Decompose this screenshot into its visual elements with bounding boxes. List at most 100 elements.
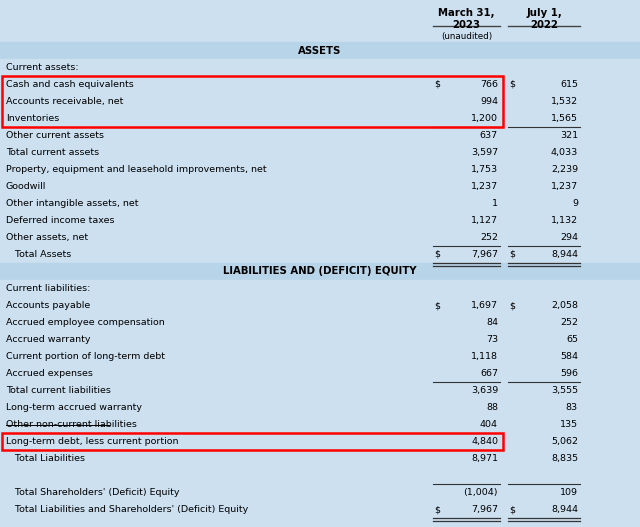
Text: 2023: 2023 <box>452 20 481 30</box>
Text: 9: 9 <box>572 199 578 208</box>
Bar <box>2 433 503 450</box>
Text: 84: 84 <box>486 318 498 327</box>
Text: 4,033: 4,033 <box>551 148 578 157</box>
Bar <box>0 348 640 365</box>
Text: 321: 321 <box>560 131 578 140</box>
Bar <box>0 416 640 433</box>
Text: $: $ <box>434 505 440 514</box>
Text: Total Liabilities: Total Liabilities <box>6 454 85 463</box>
Text: Total current liabilities: Total current liabilities <box>6 386 111 395</box>
Text: Total Liabilities and Shareholders' (Deficit) Equity: Total Liabilities and Shareholders' (Def… <box>6 505 248 514</box>
Bar <box>2 76 503 127</box>
Text: 1,697: 1,697 <box>471 301 498 310</box>
Text: Total Assets: Total Assets <box>6 250 71 259</box>
Bar <box>0 433 640 450</box>
Text: Current portion of long-term debt: Current portion of long-term debt <box>6 352 165 361</box>
Text: Current liabilities:: Current liabilities: <box>6 284 90 293</box>
Text: 8,971: 8,971 <box>471 454 498 463</box>
Text: 1: 1 <box>492 199 498 208</box>
Text: 637: 637 <box>480 131 498 140</box>
Text: Deferred income taxes: Deferred income taxes <box>6 216 115 225</box>
Text: Other non-current liabilities: Other non-current liabilities <box>6 420 137 429</box>
Text: Accounts payable: Accounts payable <box>6 301 90 310</box>
Text: (unaudited): (unaudited) <box>441 32 492 41</box>
Text: Accrued expenses: Accrued expenses <box>6 369 93 378</box>
Text: 73: 73 <box>486 335 498 344</box>
Text: Accrued warranty: Accrued warranty <box>6 335 90 344</box>
Text: 4,840: 4,840 <box>471 437 498 446</box>
Text: 404: 404 <box>480 420 498 429</box>
Text: 252: 252 <box>480 233 498 242</box>
Text: LIABILITIES AND (DEFICIT) EQUITY: LIABILITIES AND (DEFICIT) EQUITY <box>223 267 417 277</box>
Bar <box>0 263 640 280</box>
Text: 2022: 2022 <box>530 20 558 30</box>
Text: 766: 766 <box>480 80 498 89</box>
Bar <box>0 501 640 518</box>
Text: 1,200: 1,200 <box>471 114 498 123</box>
Text: 2,058: 2,058 <box>551 301 578 310</box>
Text: 1,565: 1,565 <box>551 114 578 123</box>
Text: 1,118: 1,118 <box>471 352 498 361</box>
Text: 596: 596 <box>560 369 578 378</box>
Text: Property, equipment and leasehold improvements, net: Property, equipment and leasehold improv… <box>6 165 267 174</box>
Text: $: $ <box>434 80 440 89</box>
Text: July 1,: July 1, <box>526 8 562 18</box>
Bar <box>0 399 640 416</box>
Text: $: $ <box>434 301 440 310</box>
Bar <box>0 144 640 161</box>
Text: Accounts receivable, net: Accounts receivable, net <box>6 97 124 106</box>
Text: 5,062: 5,062 <box>551 437 578 446</box>
Text: 83: 83 <box>566 403 578 412</box>
Text: Long-term accrued warranty: Long-term accrued warranty <box>6 403 142 412</box>
Bar <box>0 178 640 195</box>
Bar <box>0 42 640 59</box>
Bar <box>0 229 640 246</box>
Bar <box>0 450 640 467</box>
Bar <box>0 195 640 212</box>
Text: 1,132: 1,132 <box>551 216 578 225</box>
Text: Inventories: Inventories <box>6 114 60 123</box>
Bar <box>0 467 640 484</box>
Text: Cash and cash equivalents: Cash and cash equivalents <box>6 80 134 89</box>
Bar <box>0 365 640 382</box>
Text: 8,835: 8,835 <box>551 454 578 463</box>
Text: $: $ <box>509 250 515 259</box>
Text: 1,237: 1,237 <box>551 182 578 191</box>
Bar <box>0 76 640 93</box>
Text: ASSETS: ASSETS <box>298 45 342 55</box>
Bar <box>0 212 640 229</box>
Text: 8,944: 8,944 <box>551 250 578 259</box>
Text: 294: 294 <box>560 233 578 242</box>
Text: 584: 584 <box>560 352 578 361</box>
Text: 252: 252 <box>560 318 578 327</box>
Text: 667: 667 <box>480 369 498 378</box>
Text: Other assets, net: Other assets, net <box>6 233 88 242</box>
Text: 2,239: 2,239 <box>551 165 578 174</box>
Bar <box>0 161 640 178</box>
Bar <box>0 297 640 314</box>
Text: Current assets:: Current assets: <box>6 63 79 72</box>
Text: 109: 109 <box>560 488 578 497</box>
Text: 615: 615 <box>560 80 578 89</box>
Bar <box>0 110 640 127</box>
Text: 1,753: 1,753 <box>471 165 498 174</box>
Bar <box>0 246 640 263</box>
Text: Total current assets: Total current assets <box>6 148 99 157</box>
Bar <box>0 314 640 331</box>
Text: Long-term debt, less current portion: Long-term debt, less current portion <box>6 437 179 446</box>
Text: $: $ <box>509 301 515 310</box>
Text: Total Shareholders' (Deficit) Equity: Total Shareholders' (Deficit) Equity <box>6 488 179 497</box>
Text: $: $ <box>434 250 440 259</box>
Bar <box>0 484 640 501</box>
Text: 88: 88 <box>486 403 498 412</box>
Text: 135: 135 <box>560 420 578 429</box>
Text: 1,532: 1,532 <box>551 97 578 106</box>
Text: Other intangible assets, net: Other intangible assets, net <box>6 199 138 208</box>
Text: 3,597: 3,597 <box>471 148 498 157</box>
Text: 1,237: 1,237 <box>471 182 498 191</box>
Text: 994: 994 <box>480 97 498 106</box>
Bar <box>0 280 640 297</box>
Text: $: $ <box>509 80 515 89</box>
Bar <box>0 59 640 76</box>
Bar <box>0 93 640 110</box>
